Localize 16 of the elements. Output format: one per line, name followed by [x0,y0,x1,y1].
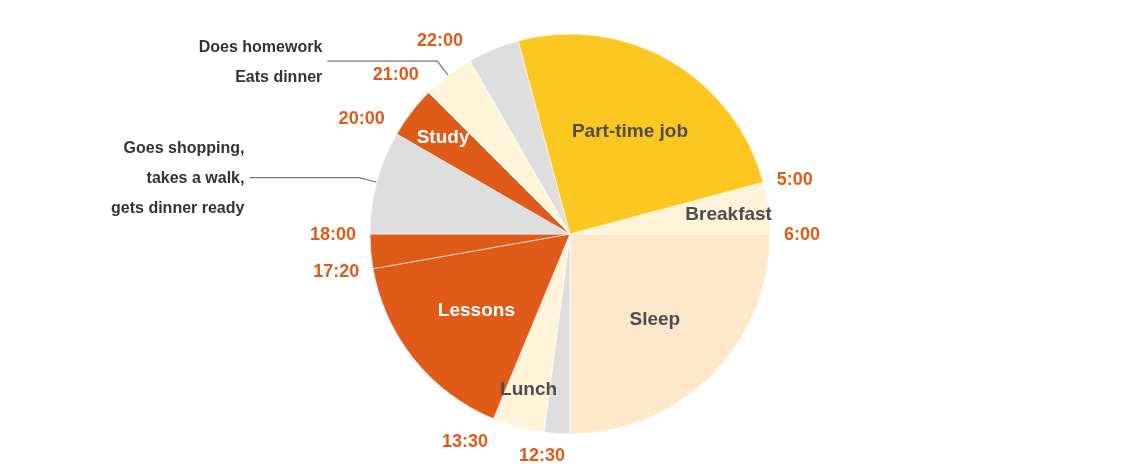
slice-label: Breakfast [685,202,773,224]
text: 20:00 [338,108,385,128]
slice-label: Sleep [629,308,681,330]
text: 17:20 [313,261,360,282]
slice-label: Part-time job [571,119,689,141]
text: 5:00 [776,168,813,189]
slice-label: Study [416,126,470,148]
text: 18:00 [309,224,356,244]
text: 21:00 [372,63,419,84]
slice-label: Lessons [437,298,515,320]
text: 13:30 [442,430,489,451]
text: 12:30 [519,445,566,466]
text: 22:00 [416,29,463,50]
slice-label: Does homework Eats dinner [198,37,323,85]
slice-label: Goes shopping, takes a walk, gets dinner ready [111,139,245,217]
text: 6:00 [784,224,821,244]
